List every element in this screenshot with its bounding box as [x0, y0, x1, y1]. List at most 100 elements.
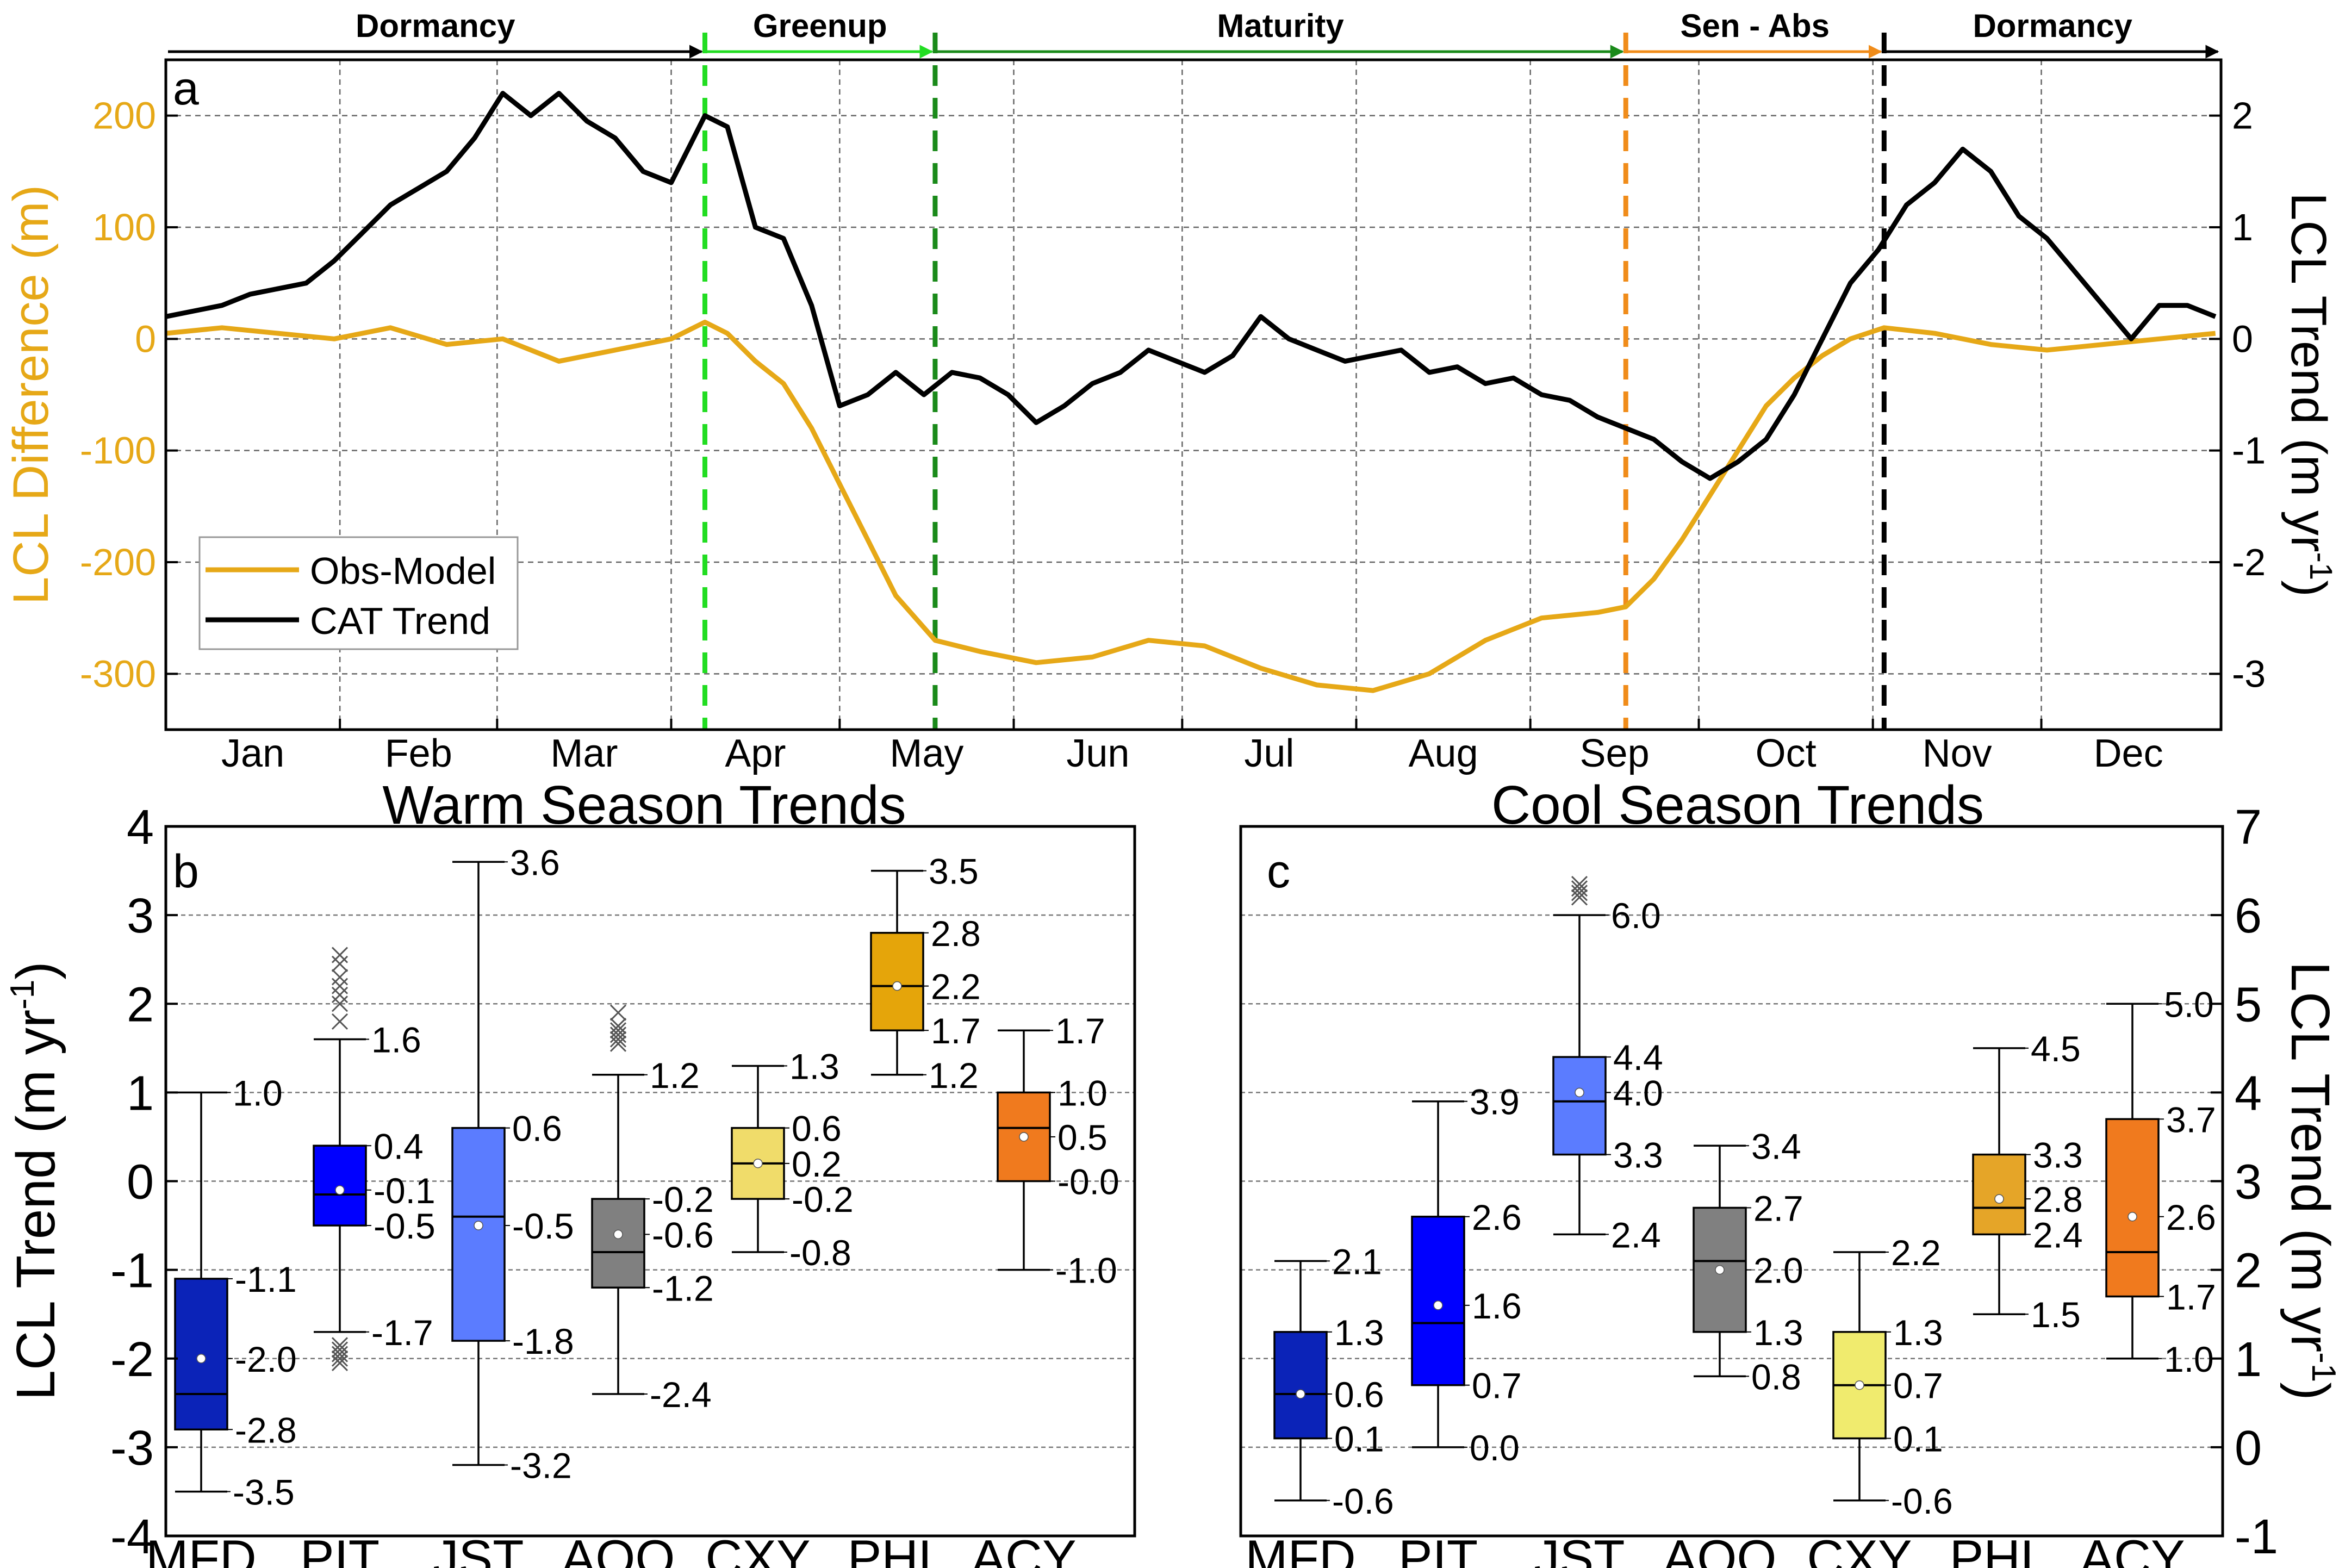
phenology-label: Dormancy	[356, 8, 515, 44]
value-label: -3.2	[510, 1446, 572, 1486]
month-label: Jul	[1244, 732, 1294, 775]
y-tick-label: -3	[110, 1421, 154, 1476]
panel-b-boxes: 1.0-1.1-2.0-2.8-3.51.60.4-0.1-0.5-1.73.6…	[174, 842, 1119, 1512]
value-label: -0.6	[652, 1215, 714, 1255]
value-label: -2.8	[235, 1410, 297, 1450]
outlier-marker	[331, 947, 349, 963]
value-label: 1.0	[233, 1073, 283, 1113]
y-tick-label: 0	[127, 1155, 154, 1210]
mean-marker	[1855, 1380, 1864, 1390]
outlier-marker	[609, 1004, 627, 1021]
value-label: 1.5	[2031, 1295, 2081, 1335]
phenology-label: Sen - Abs	[1681, 8, 1830, 44]
panel-b-y-axis-label: LCL Trend (m yr-1)	[4, 961, 66, 1400]
value-label: 0.1	[1893, 1419, 1943, 1459]
panel-b-letter: b	[173, 845, 199, 898]
outlier-marker	[331, 1350, 349, 1367]
panel-b-grid	[166, 914, 1135, 1448]
value-label: 4.5	[2031, 1029, 2081, 1069]
legend-label-obs-model: Obs-Model	[310, 550, 496, 592]
value-label: 3.3	[2033, 1135, 2083, 1175]
left-tick-label: -300	[80, 652, 156, 695]
panel-c-box-plot: Cool Season Trends 2.11.30.60.1-0.63.92.…	[1239, 775, 2339, 1568]
value-label: 0.7	[1893, 1366, 1943, 1406]
cat-trend-line	[165, 91, 2217, 481]
month-label: May	[889, 732, 963, 775]
y-tick-label: 0	[2235, 1421, 2262, 1476]
value-label: 2.1	[1332, 1241, 1382, 1281]
legend-box	[198, 536, 519, 650]
value-label: -0.0	[1057, 1162, 1119, 1202]
value-label: 2.2	[1891, 1233, 1941, 1273]
outlier-marker	[609, 1035, 627, 1052]
right-tick-label: 0	[2232, 318, 2253, 360]
value-label: -1.2	[652, 1268, 714, 1308]
y-tick-label: 3	[127, 889, 154, 943]
y-tick-label: -1	[2235, 1510, 2278, 1564]
legend-label-cat-trend: CAT Trend	[310, 600, 490, 642]
value-label: 2.6	[1472, 1197, 1522, 1237]
phenology-arrows: Dormancy Greenup Maturity Sen - Abs Dormancy	[168, 8, 2219, 59]
value-label: 0.1	[1334, 1419, 1384, 1459]
right-tick-label: -1	[2232, 430, 2266, 472]
value-label: 4.4	[1613, 1037, 1663, 1078]
value-label: -0.2	[652, 1179, 714, 1219]
right-tick-label: -2	[2232, 541, 2266, 583]
category-label: PIT	[300, 1529, 380, 1568]
value-label: 2.4	[2033, 1215, 2083, 1255]
category-label: MFD	[146, 1529, 257, 1568]
outlier-marker	[1571, 880, 1588, 897]
right-tick-label: 1	[2232, 206, 2253, 248]
month-label: Apr	[725, 732, 786, 775]
category-label: PHL	[848, 1529, 947, 1568]
category-label: MFD	[1245, 1529, 1356, 1568]
value-label: -1.1	[235, 1259, 297, 1299]
outlier-marker	[609, 1017, 627, 1035]
value-label: 1.6	[371, 1020, 421, 1060]
value-label: 3.5	[929, 851, 979, 892]
panel-a-ticks: 200 100 0 -100 -200 -300 2 1 0 -1 -2 -3 Jan Feb Mar Apr…	[80, 95, 2266, 775]
value-label: 3.4	[1751, 1126, 1801, 1166]
panel-a-left-axis-label: LCL Difference (m)	[3, 185, 59, 605]
value-label: -0.2	[792, 1179, 854, 1219]
outlier-marker	[609, 1031, 627, 1048]
value-label: -1.8	[512, 1321, 574, 1361]
outlier-marker	[331, 1346, 349, 1362]
value-label: 0.6	[1334, 1374, 1384, 1415]
value-label: 0.0	[1470, 1428, 1520, 1468]
mean-marker	[196, 1354, 206, 1364]
y-tick-label: 7	[2235, 800, 2262, 855]
outlier-marker	[1571, 885, 1588, 901]
panel-a-right-axis-label: LCL Trend (m yr-1)	[2281, 192, 2338, 596]
value-label: 0.8	[1751, 1357, 1801, 1397]
y-tick-label: 2	[2235, 1244, 2262, 1298]
month-label: Mar	[550, 732, 618, 775]
panel-c-boxes: 2.11.30.60.1-0.63.92.61.60.70.06.04.44.0…	[1273, 875, 2216, 1521]
y-tick-label: 1	[2235, 1333, 2262, 1387]
panel-a-letter: a	[173, 63, 199, 115]
month-label: Jan	[221, 732, 284, 775]
value-label: -0.6	[1332, 1481, 1394, 1521]
value-label: 2.6	[2166, 1197, 2216, 1237]
value-label: 2.2	[931, 967, 981, 1007]
iqr-box	[313, 1144, 367, 1227]
category-label: AOO	[562, 1529, 675, 1568]
value-label: -0.8	[789, 1233, 851, 1273]
value-label: 1.3	[1893, 1312, 1943, 1353]
value-label: 3.7	[2166, 1099, 2216, 1140]
value-label: 1.0	[1057, 1073, 1108, 1113]
mean-marker	[1575, 1087, 1584, 1098]
left-tick-label: 200	[92, 95, 156, 137]
outlier-marker	[331, 986, 349, 1004]
panel-c-ticks: 7 6 5 4 3 2 1 0 -1 MFD PIT JST AOO CXY PHL ACY	[1245, 800, 2278, 1568]
left-tick-label: 100	[92, 206, 156, 248]
outlier-marker	[609, 1022, 627, 1039]
month-label: Aug	[1409, 732, 1478, 775]
mean-marker	[335, 1185, 345, 1195]
category-label: PIT	[1398, 1529, 1478, 1568]
value-label: -0.6	[1891, 1481, 1953, 1521]
month-label: Feb	[385, 732, 452, 775]
value-label: 1.6	[1472, 1286, 1522, 1326]
value-label: 2.0	[1753, 1250, 1803, 1291]
